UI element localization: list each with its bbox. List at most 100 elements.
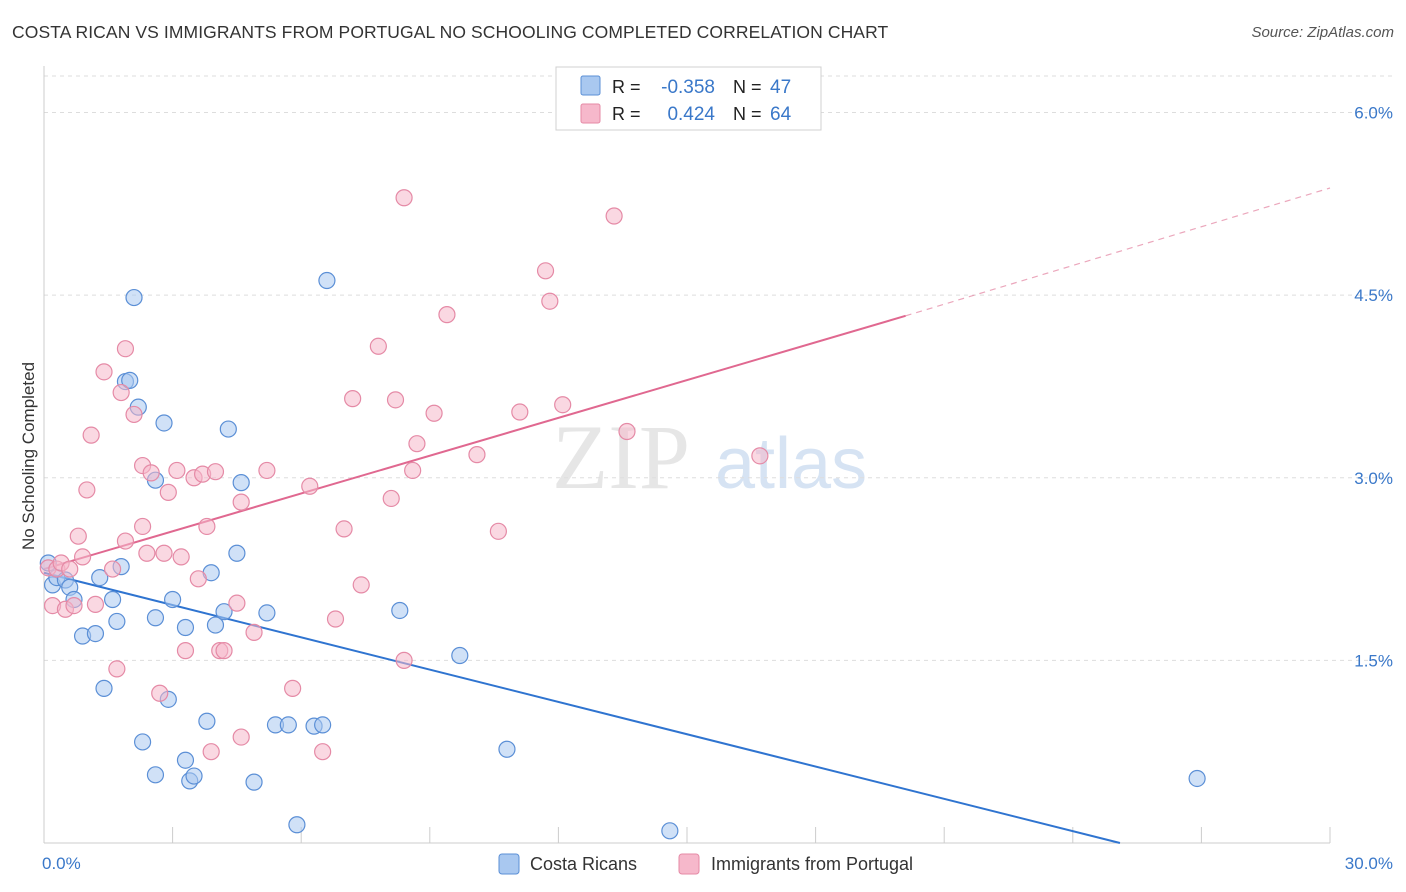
costa-rican-point: [176, 751, 195, 769]
legend-bottom-swatch-blue: [498, 853, 520, 875]
legend-n-value-2: 64: [770, 104, 792, 125]
costa-rican-point: [215, 603, 233, 621]
costa-rican-point: [232, 474, 250, 492]
portugal-point: [215, 642, 233, 660]
costa-rican-point: [318, 271, 336, 290]
data-points: [39, 189, 1206, 840]
portugal-point: [369, 337, 387, 355]
legend-swatch-blue: [580, 75, 601, 96]
x-tick-label-max: 30.0%: [1345, 854, 1393, 873]
portugal-point: [78, 481, 96, 499]
costa-rican-point: [288, 816, 306, 834]
costa-rican-point: [86, 624, 105, 643]
portugal-point: [232, 728, 250, 746]
portugal-point: [202, 743, 220, 761]
portugal-point: [103, 560, 122, 578]
portugal-point: [65, 596, 83, 615]
costa-rican-point: [314, 716, 332, 734]
portugal-point: [82, 426, 100, 444]
portugal-point: [168, 461, 186, 480]
portugal-point: [69, 527, 87, 545]
costa-rican-point: [121, 371, 139, 389]
legend-r-label-2: R =: [612, 104, 641, 124]
costa-rican-point: [95, 679, 113, 697]
portugal-point: [228, 594, 246, 612]
portugal-point: [176, 642, 195, 660]
costa-rican-point: [155, 414, 173, 432]
portugal-point: [536, 262, 555, 280]
portugal-point: [86, 595, 105, 613]
costa-rican-point: [451, 646, 469, 665]
chart-title: COSTA RICAN VS IMMIGRANTS FROM PORTUGAL …: [12, 22, 889, 42]
legend-swatch-pink: [580, 103, 601, 124]
costa-rican-point: [391, 601, 409, 620]
trend-lines: [43, 187, 1331, 844]
x-tick-label-min: 0.0%: [42, 854, 81, 873]
legend-bottom-label-2: Immigrants from Portugal: [711, 854, 913, 874]
costa-rican-point: [146, 766, 165, 784]
portugal-point: [284, 679, 302, 697]
portugal-point: [511, 403, 529, 421]
source-label: Source: ZipAtlas.com: [1251, 24, 1394, 41]
portugal-point: [301, 477, 319, 495]
trend-line-1: [43, 571, 1121, 844]
portugal-point: [326, 610, 345, 628]
portugal-point: [395, 651, 413, 669]
portugal-point: [438, 306, 456, 324]
costa-rican-point: [245, 773, 263, 791]
portugal-point: [541, 292, 559, 310]
costa-rican-point: [185, 767, 203, 785]
legend-bottom-swatch-pink: [678, 853, 700, 875]
costa-rican-point: [498, 740, 516, 758]
portugal-point: [408, 435, 426, 453]
y-tick-label: 3.0%: [1354, 469, 1393, 488]
portugal-point: [189, 570, 207, 588]
portugal-point: [108, 660, 126, 678]
portugal-point: [344, 390, 362, 408]
portugal-point: [386, 391, 405, 409]
y-tick-label: 1.5%: [1354, 651, 1393, 670]
costa-rican-point: [164, 590, 182, 609]
portugal-point: [172, 548, 190, 566]
portugal-point: [335, 520, 353, 538]
costa-rican-point: [198, 712, 216, 730]
legend-n-label-2: N =: [733, 104, 762, 124]
portugal-point: [159, 483, 177, 501]
portugal-point: [425, 404, 443, 422]
costa-rican-point: [133, 733, 152, 751]
costa-rican-point: [91, 568, 109, 587]
legend-bottom: Costa Ricans Immigrants from Portugal: [498, 853, 913, 875]
portugal-point: [605, 207, 623, 225]
y-tick-label: 4.5%: [1354, 286, 1393, 305]
portugal-point: [73, 548, 92, 566]
portugal-point: [468, 446, 486, 464]
legend-bottom-label-1: Costa Ricans: [530, 854, 637, 874]
portugal-point: [382, 489, 400, 508]
costa-rican-point: [206, 616, 225, 634]
costa-rican-point: [125, 288, 143, 307]
costa-rican-point: [279, 716, 297, 734]
portugal-point: [618, 422, 636, 441]
trend-line-extension-2: [905, 187, 1331, 317]
portugal-point: [198, 517, 216, 536]
portugal-point: [245, 623, 263, 641]
portugal-point: [112, 383, 130, 402]
y-axis-label: No Schooling Completed: [19, 362, 38, 550]
y-tick-label: 6.0%: [1354, 104, 1393, 123]
portugal-point: [142, 464, 160, 482]
portugal-point: [61, 560, 79, 578]
costa-rican-point: [258, 604, 276, 622]
portugal-point: [116, 340, 135, 358]
portugal-point: [116, 532, 135, 550]
costa-rican-point: [103, 590, 122, 609]
portugal-point: [352, 576, 370, 594]
portugal-point: [232, 493, 250, 511]
axes: [43, 66, 1331, 844]
legend-top: R = -0.358 N = 47 R = 0.424 N = 64: [555, 66, 822, 131]
portugal-point: [751, 447, 769, 465]
portugal-point: [314, 743, 332, 761]
costa-rican-point: [146, 609, 165, 627]
portugal-point: [489, 522, 507, 540]
legend-n-value-1: 47: [770, 77, 791, 98]
